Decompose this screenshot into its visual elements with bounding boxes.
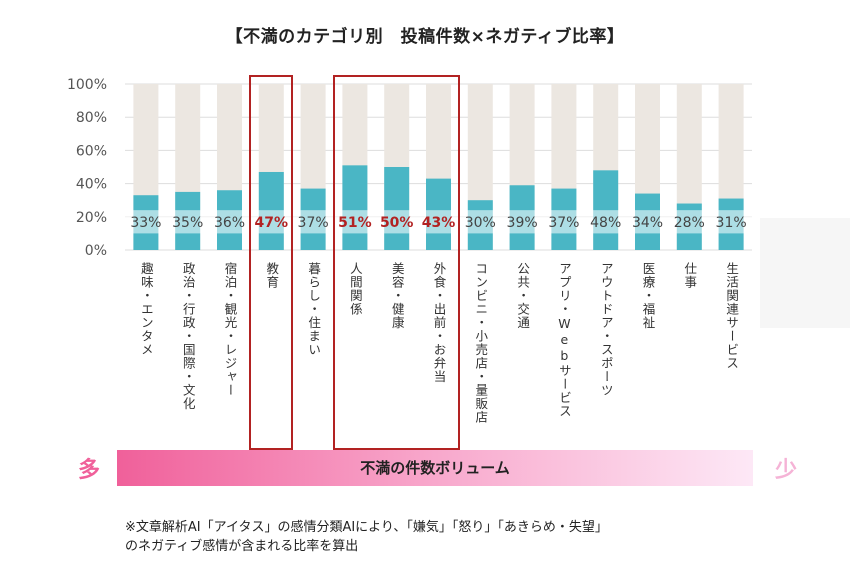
data-label: 28% xyxy=(674,215,705,231)
category-label: 医療・福祉 xyxy=(640,262,656,330)
category-label: 美容・健康 xyxy=(389,262,405,330)
category-label: 宿泊・観光・レジャー xyxy=(222,262,238,397)
data-label: 31% xyxy=(716,215,747,231)
data-label: 36% xyxy=(214,215,245,231)
category-label: 趣味・エンタメ xyxy=(138,262,154,357)
y-tick-label: 80% xyxy=(76,110,107,126)
category-label: 教育 xyxy=(264,262,280,289)
y-tick-label: 60% xyxy=(76,143,107,159)
volume-more-label: 多 xyxy=(78,458,101,483)
footnote-line-2: のネガティブ感情が含まれる比率を算出 xyxy=(125,539,359,554)
category-label: 生活関連サービス xyxy=(724,262,740,370)
data-label: 39% xyxy=(507,215,538,231)
y-tick-label: 0% xyxy=(85,243,107,259)
data-label: 33% xyxy=(130,215,161,231)
data-label: 43% xyxy=(422,215,456,231)
data-label: 37% xyxy=(548,215,579,231)
category-label: 暮らし・住まい xyxy=(306,262,322,357)
data-label: 35% xyxy=(172,215,203,231)
y-tick-label: 20% xyxy=(76,210,107,226)
highlight-box xyxy=(249,75,294,450)
label-band xyxy=(120,210,755,234)
data-label: 47% xyxy=(255,215,289,231)
bar xyxy=(342,165,368,250)
category-label: 仕事 xyxy=(682,262,698,289)
category-label: コンビニ・小売店・量販店 xyxy=(473,262,489,424)
volume-less-label: 少 xyxy=(775,458,798,483)
y-tick-label: 40% xyxy=(76,177,107,193)
data-label: 30% xyxy=(465,215,496,231)
category-label: アプリ・Webサービス xyxy=(556,262,572,418)
category-label: 人間関係 xyxy=(347,262,363,316)
data-label: 51% xyxy=(338,215,372,231)
category-label: 政治・行政・国際・文化 xyxy=(180,262,196,411)
category-label: 外食・出前・お弁当 xyxy=(431,262,447,384)
footnote-line-1: ※文章解析AI「アイタス」の感情分類AIにより、「嫌気」「怒り」「あきらめ・失望… xyxy=(125,520,608,535)
side-shade xyxy=(760,218,850,328)
data-label: 50% xyxy=(380,215,414,231)
data-label: 48% xyxy=(590,215,621,231)
volume-gradient-bar: 不満の件数ボリューム xyxy=(117,450,753,486)
highlight-box xyxy=(333,75,461,450)
category-label: 公共・交通 xyxy=(515,262,531,330)
data-label: 37% xyxy=(298,215,329,231)
y-tick-label: 100% xyxy=(67,77,107,93)
chart-title: 【不満のカテゴリ別 投稿件数×ネガティブ比率】 xyxy=(225,27,625,47)
data-label: 34% xyxy=(632,215,663,231)
footnote: ※文章解析AI「アイタス」の感情分類AIにより、「嫌気」「怒り」「あきらめ・失望… xyxy=(125,518,608,556)
bar xyxy=(384,167,410,250)
category-label: アウトドア・スポーツ xyxy=(598,262,614,397)
